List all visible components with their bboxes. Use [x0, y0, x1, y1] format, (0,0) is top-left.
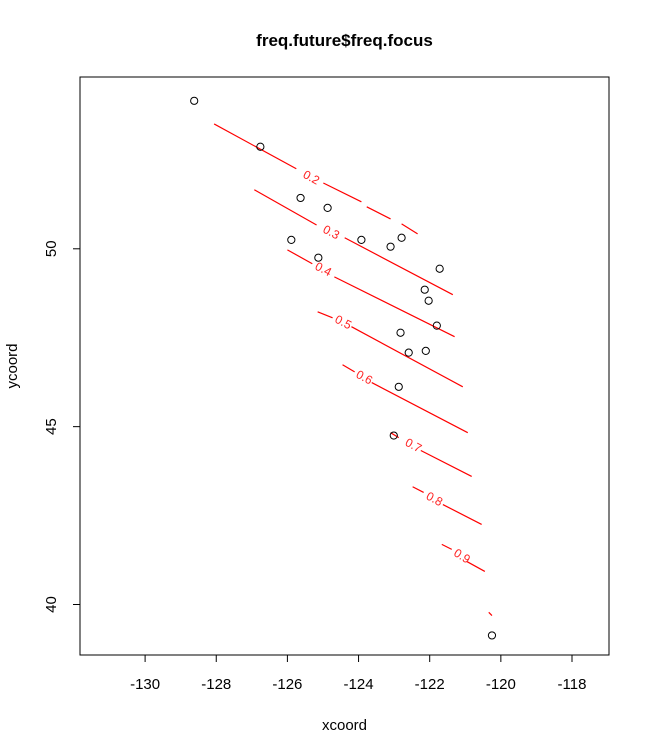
x-tick-label: -128	[201, 676, 231, 693]
contour-segment-0.2	[366, 206, 391, 220]
contour-segment-0.8	[442, 504, 482, 525]
scatter-point	[287, 235, 296, 245]
scatter-point	[386, 242, 395, 251]
contour-segment-0.2	[213, 123, 297, 170]
scatter-point	[424, 296, 433, 305]
contour-segment-0.6	[371, 382, 469, 434]
scatter-point	[190, 96, 199, 105]
contour-segment-0.3	[254, 189, 317, 226]
contour-label-0.7: 0.7	[403, 435, 425, 455]
contour-segment-0.9	[441, 543, 453, 550]
y-tick-label: 45	[43, 418, 60, 435]
contour-segment-0.4	[287, 249, 313, 265]
contour-segment-0.5	[317, 311, 333, 319]
y-tick-label: 40	[43, 596, 60, 613]
x-axis-label: xcoord	[321, 717, 368, 734]
scatter-point	[357, 235, 366, 245]
scatter-point	[394, 382, 403, 391]
plot-border	[79, 76, 610, 656]
plot-title: freq.future$freq.focus	[256, 31, 433, 50]
contour-segment-0.3	[344, 237, 454, 296]
x-tick-label: -130	[130, 676, 160, 693]
x-tick-label: -122	[415, 676, 445, 693]
x-tick-label: -124	[344, 676, 374, 693]
contour-label-0.2: 0.2	[301, 167, 323, 187]
scatter-point	[420, 285, 429, 294]
contour-segment-0.2	[323, 182, 362, 203]
contour-segment-0.4	[334, 276, 455, 338]
contour-segment-0.2	[401, 223, 418, 235]
x-tick-label: -120	[486, 676, 516, 693]
contour-label-0.3: 0.3	[321, 222, 343, 242]
scatter-point	[432, 321, 441, 330]
scatter-point	[404, 348, 413, 357]
y-axis-label: ycoord	[4, 343, 21, 389]
contour-segment-0.6	[342, 364, 355, 373]
x-tick-label: -118	[558, 676, 587, 693]
contour-segment-0.9	[466, 560, 486, 572]
scatter-point	[389, 431, 398, 440]
contour-segment-1	[488, 611, 493, 616]
scatter-point	[421, 346, 430, 355]
contour-label-0.4: 0.4	[313, 259, 335, 279]
y-tick-label: 50	[43, 240, 60, 257]
scatter-point	[487, 631, 497, 640]
scatter-point	[435, 264, 444, 273]
scatter-point	[314, 253, 323, 262]
contour-label-0.8: 0.8	[424, 489, 446, 509]
scatter-point	[396, 328, 405, 337]
contour-segment-0.7	[420, 449, 472, 477]
scatter-point	[256, 142, 265, 151]
scatter-point	[397, 233, 406, 242]
scatter-point	[323, 203, 332, 212]
x-tick-label: -126	[272, 676, 302, 693]
contour-label-0.5: 0.5	[333, 312, 355, 332]
contour-segment-0.5	[351, 326, 464, 388]
scatter-point	[296, 193, 305, 203]
contour-segment-0.8	[412, 486, 424, 493]
contour-label-0.6: 0.6	[354, 367, 376, 387]
